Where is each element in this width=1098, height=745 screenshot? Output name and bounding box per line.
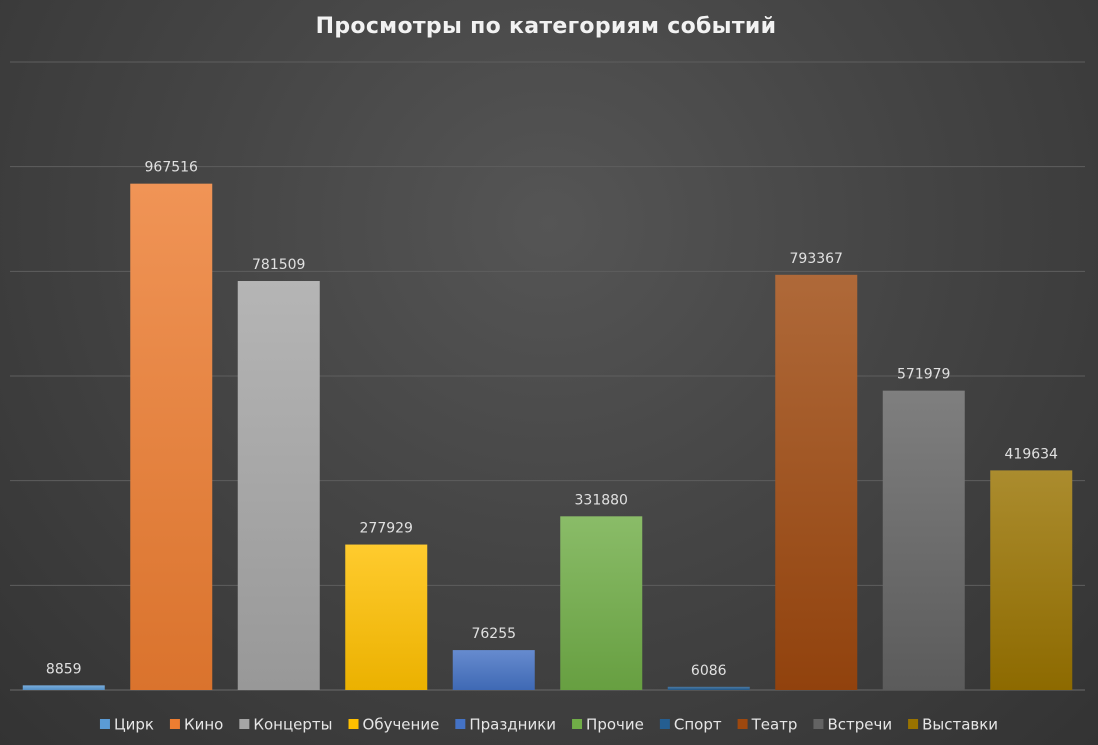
legend-item: Выставки [908, 716, 998, 734]
bar-4 [345, 544, 428, 690]
bar-5 [452, 650, 535, 690]
data-label: 571979 [897, 367, 950, 383]
data-label: 419634 [1005, 446, 1059, 462]
legend-item: Театр [737, 716, 798, 734]
data-label: 781509 [252, 257, 305, 273]
legend-label: Выставки [922, 716, 998, 734]
data-label: 967516 [145, 160, 199, 176]
legend-label: Театр [751, 716, 798, 734]
legend-label: Концерты [253, 716, 332, 734]
bar-3 [237, 281, 320, 690]
bar-6 [560, 516, 643, 690]
bar-7 [667, 686, 750, 690]
data-label: 793367 [790, 251, 843, 267]
legend-swatch [908, 719, 919, 729]
legend-label: Праздники [469, 716, 556, 734]
legend-item: Встречи [813, 716, 892, 734]
legend-label: Цирк [114, 716, 154, 734]
bar-1 [22, 685, 105, 690]
bars [22, 183, 1073, 690]
legend: Цирк Кино Концерты Обучение Праздники Прочие С… [99, 716, 998, 734]
legend-item: Кино [169, 716, 223, 734]
legend-swatch [348, 719, 359, 729]
chart-title: Просмотры по категориям событий [316, 14, 777, 39]
legend-swatch [99, 719, 110, 729]
legend-swatch [572, 719, 583, 729]
legend-label: Прочие [586, 716, 644, 734]
legend-label: Спорт [674, 716, 722, 734]
data-labels: 8859 967516 781509 277929 76255 331880 6086 793… [46, 160, 1058, 679]
legend-label: Кино [184, 716, 223, 734]
data-label: 277929 [360, 521, 413, 537]
legend-label: Обучение [363, 716, 440, 734]
legend-item: Праздники [455, 716, 556, 734]
data-label: 76255 [471, 626, 516, 642]
data-label: 8859 [46, 661, 82, 677]
legend-swatch [169, 719, 180, 729]
legend-item: Цирк [99, 716, 154, 734]
legend-item: Спорт [659, 716, 722, 734]
legend-item: Обучение [348, 716, 440, 734]
legend-swatch [239, 719, 250, 729]
legend-swatch [455, 719, 466, 729]
bar-8 [775, 274, 858, 690]
bar-2 [130, 183, 213, 690]
legend-item: Прочие [572, 716, 644, 734]
bar-10 [990, 470, 1073, 690]
legend-item: Концерты [239, 716, 333, 734]
legend-swatch [659, 719, 670, 729]
legend-swatch [737, 719, 748, 729]
bar-9 [882, 390, 965, 690]
data-label: 331880 [575, 492, 628, 508]
legend-swatch [813, 719, 824, 729]
data-label: 6086 [691, 663, 727, 679]
legend-label: Встречи [827, 716, 892, 734]
